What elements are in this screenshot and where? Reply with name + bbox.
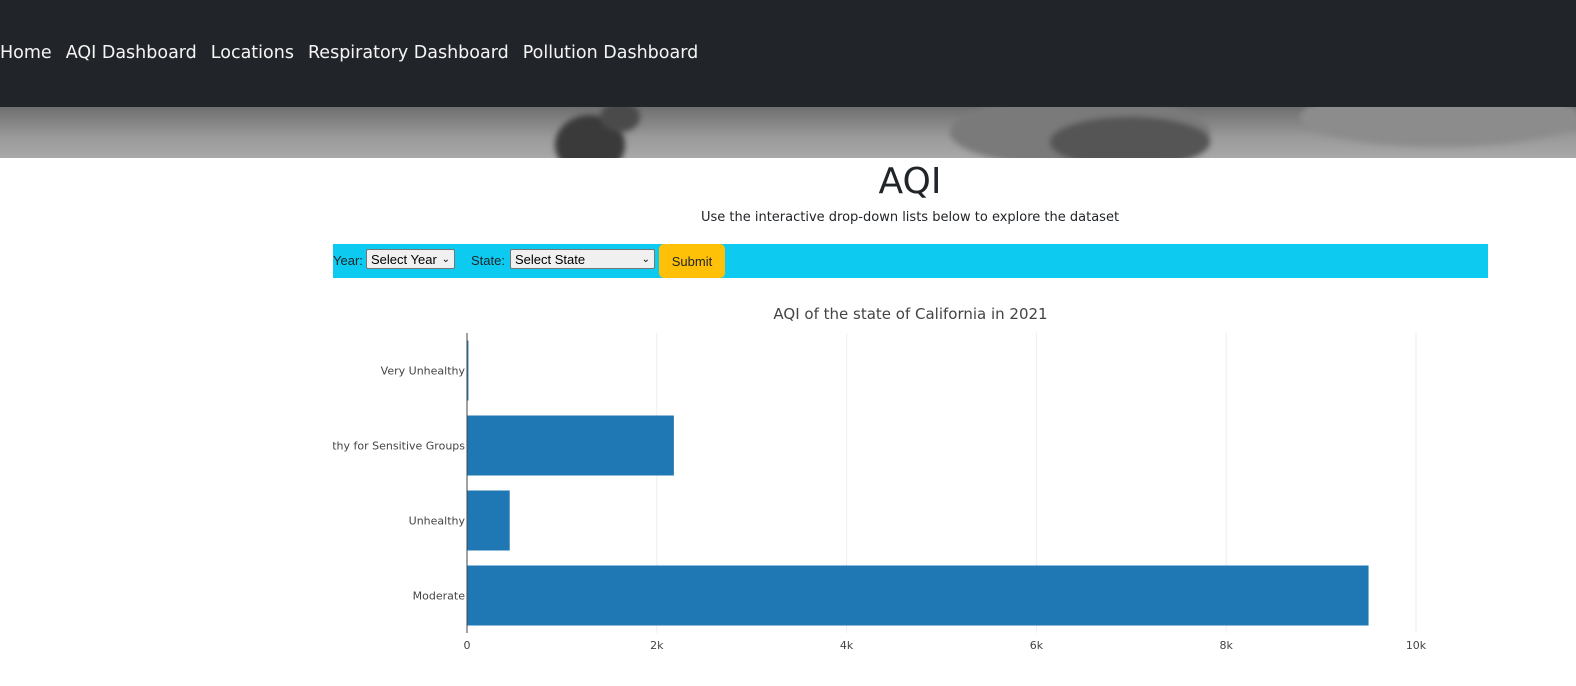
state-select[interactable]: Select State ⌄ bbox=[510, 249, 655, 269]
state-label: State: bbox=[471, 253, 505, 268]
bar-moderate[interactable] bbox=[467, 565, 1369, 626]
nav-aqi-dashboard-link[interactable]: AQI Dashboard bbox=[65, 43, 197, 63]
submit-button[interactable]: Submit bbox=[659, 244, 725, 278]
x-tick-label: 8k bbox=[1220, 639, 1234, 652]
x-tick-label: 2k bbox=[650, 639, 664, 652]
chevron-down-icon: ⌄ bbox=[441, 254, 450, 265]
nav-locations-link[interactable]: Locations bbox=[210, 43, 294, 63]
x-tick-label: 10k bbox=[1406, 639, 1427, 652]
smoke-cloud bbox=[1050, 117, 1210, 158]
hero-banner-image bbox=[0, 107, 1576, 158]
y-category-label: Unhealthy bbox=[409, 515, 466, 528]
y-category-label: Moderate bbox=[413, 590, 466, 603]
bar-very-unhealthy[interactable] bbox=[467, 340, 469, 401]
chevron-down-icon: ⌄ bbox=[641, 254, 650, 265]
navbar: Home AQI Dashboard Locations Respiratory… bbox=[0, 0, 1576, 107]
nav-home-link[interactable]: Home bbox=[0, 43, 52, 63]
chart-title: AQI of the state of California in 2021 bbox=[773, 305, 1048, 323]
page-title: AQI bbox=[878, 161, 942, 202]
year-select-value: Select Year bbox=[371, 252, 437, 267]
x-tick-label: 4k bbox=[840, 639, 854, 652]
smoke-plume bbox=[600, 107, 640, 132]
state-select-value: Select State bbox=[515, 252, 586, 267]
filter-bar: Year: Select Year ⌄ State: Select State … bbox=[333, 244, 1488, 278]
x-tick-label: 0 bbox=[464, 639, 471, 652]
year-label: Year: bbox=[333, 253, 363, 268]
nav-respiratory-dashboard-link[interactable]: Respiratory Dashboard bbox=[307, 43, 509, 63]
page-subtitle: Use the interactive drop-down lists belo… bbox=[700, 210, 1120, 225]
nav-pollution-dashboard-link[interactable]: Pollution Dashboard bbox=[522, 43, 699, 63]
y-category-label: Very Unhealthy bbox=[381, 365, 466, 378]
bar-unhealthy-for-sensitive-groups[interactable] bbox=[467, 415, 674, 476]
y-category-label: Unhealthy for Sensitive Groups bbox=[294, 440, 466, 453]
x-tick-label: 6k bbox=[1030, 639, 1044, 652]
year-select[interactable]: Select Year ⌄ bbox=[366, 249, 455, 269]
bar-unhealthy[interactable] bbox=[467, 490, 510, 551]
nav-menu: Home AQI Dashboard Locations Respiratory… bbox=[0, 43, 712, 63]
